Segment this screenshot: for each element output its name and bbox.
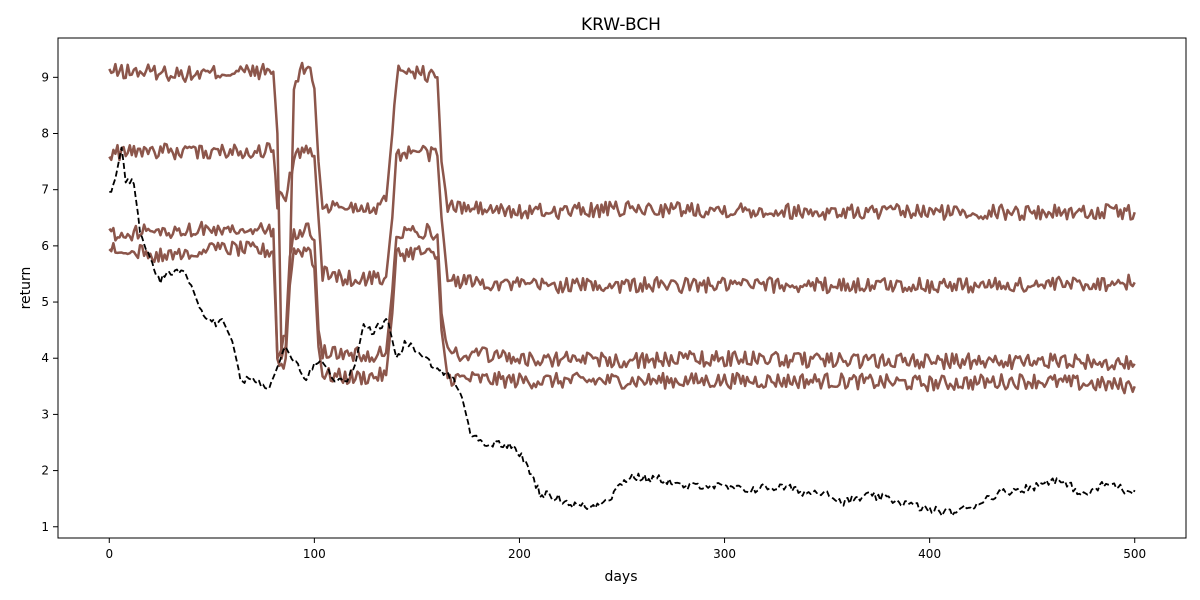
y-tick-label: 6 [41, 239, 49, 253]
y-axis: 1 2 3 4 5 6 7 8 9 [41, 70, 58, 534]
x-tick-label: 400 [918, 547, 941, 561]
series-line-1 [108, 61, 1136, 360]
x-tick-label: 200 [508, 547, 531, 561]
x-tick-label: 300 [713, 547, 736, 561]
x-tick-label: 0 [105, 547, 113, 561]
y-tick-label: 1 [41, 520, 49, 534]
y-tick-label: 4 [41, 351, 49, 365]
chart-title: KRW-BCH [581, 15, 661, 35]
y-tick-label: 9 [41, 70, 49, 84]
series-line-4 [108, 240, 1136, 395]
x-axis-label: days [604, 569, 637, 585]
y-tick-label: 5 [41, 295, 49, 309]
x-tick-label: 100 [303, 547, 326, 561]
y-tick-label: 2 [41, 464, 49, 478]
y-tick-label: 3 [41, 407, 49, 421]
series-line-3 [108, 220, 1136, 372]
series-line-baseline [109, 146, 1136, 517]
x-axis: 0 100 200 300 400 500 [105, 538, 1146, 561]
y-tick-label: 7 [41, 183, 49, 197]
series-line-2 [108, 142, 1136, 295]
series-lines [108, 61, 1136, 517]
y-tick-label: 8 [41, 127, 49, 141]
x-tick-label: 500 [1123, 547, 1146, 561]
plot-frame [57, 37, 1187, 539]
y-axis-label: return [18, 267, 34, 310]
